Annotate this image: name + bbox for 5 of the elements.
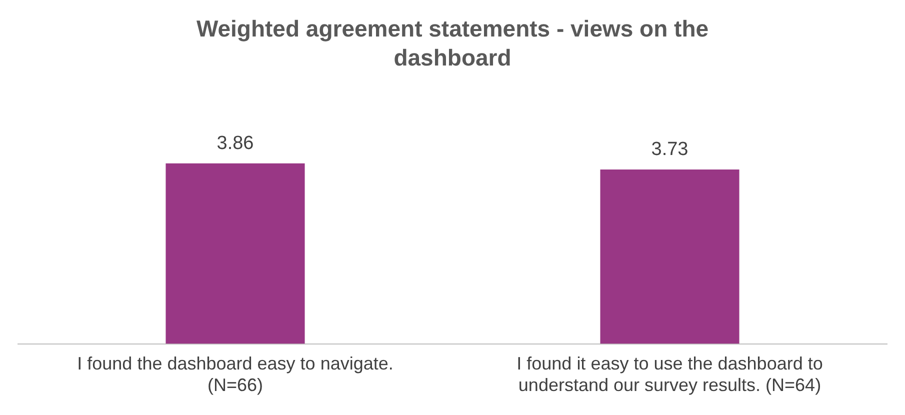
data-label: 3.86	[216, 133, 254, 154]
data-label: 3.73	[651, 139, 688, 160]
x-tick-label: I found it easy to use the dashboard to understand our survey results. (N=64)	[516, 354, 823, 396]
x-tick-label: I found the dashboard easy to navigate. (N=66)	[77, 354, 394, 396]
chart-title: Weighted agreement statements - views on the dashboard	[196, 16, 709, 70]
